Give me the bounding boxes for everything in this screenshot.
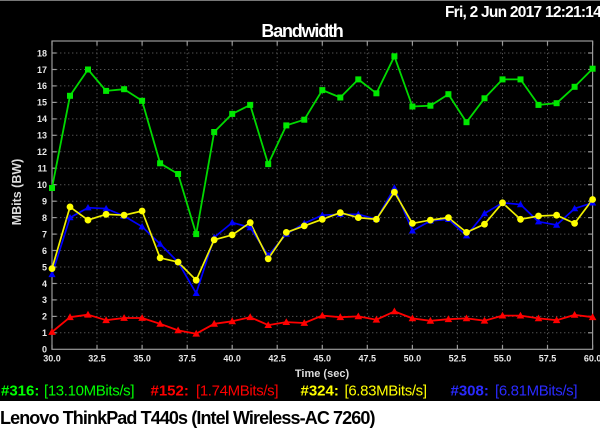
svg-text:60.0: 60.0 — [584, 354, 600, 364]
svg-text:Bandwidth: Bandwidth — [261, 21, 342, 41]
svg-text:32.5: 32.5 — [88, 354, 106, 364]
svg-text:Time (sec): Time (sec) — [295, 368, 350, 380]
svg-text:#316:: #316: — [1, 383, 39, 400]
svg-text:MBits (BW): MBits (BW) — [10, 159, 24, 226]
svg-text:[1.74MBits/s]: [1.74MBits/s] — [196, 383, 278, 400]
svg-text:17: 17 — [37, 65, 47, 75]
svg-text:13: 13 — [37, 131, 47, 141]
svg-text:#308:: #308: — [451, 383, 489, 400]
svg-text:37.5: 37.5 — [178, 354, 196, 364]
svg-text:Lenovo ThinkPad T440s (Intel W: Lenovo ThinkPad T440s (Intel Wireless-AC… — [0, 408, 375, 428]
svg-text:35.0: 35.0 — [133, 354, 151, 364]
svg-text:47.5: 47.5 — [359, 354, 377, 364]
svg-text:42.5: 42.5 — [268, 354, 286, 364]
svg-text:8: 8 — [42, 213, 47, 223]
svg-text:55.0: 55.0 — [494, 354, 512, 364]
svg-text:14: 14 — [37, 114, 47, 124]
svg-text:18: 18 — [37, 48, 47, 58]
svg-text:11: 11 — [37, 164, 47, 174]
svg-text:6: 6 — [42, 246, 47, 256]
svg-text:2: 2 — [42, 312, 47, 322]
svg-text:50.0: 50.0 — [404, 354, 422, 364]
svg-text:5: 5 — [42, 262, 47, 272]
svg-text:57.5: 57.5 — [539, 354, 557, 364]
svg-text:16: 16 — [37, 81, 47, 91]
svg-text:15: 15 — [37, 98, 47, 108]
svg-text:[6.81MBits/s]: [6.81MBits/s] — [495, 383, 577, 400]
svg-text:9: 9 — [42, 197, 47, 207]
svg-text:40.0: 40.0 — [223, 354, 241, 364]
svg-text:4: 4 — [42, 279, 47, 289]
svg-text:12: 12 — [37, 147, 47, 157]
svg-text:Fri, 2 Jun 2017 12:21:14: Fri, 2 Jun 2017 12:21:14 — [445, 4, 600, 21]
svg-text:30.0: 30.0 — [43, 354, 61, 364]
svg-text:45.0: 45.0 — [314, 354, 332, 364]
svg-text:0: 0 — [42, 345, 47, 355]
svg-text:7: 7 — [42, 229, 47, 239]
svg-text:[6.83MBits/s]: [6.83MBits/s] — [345, 383, 427, 400]
svg-text:3: 3 — [42, 295, 47, 305]
svg-text:52.5: 52.5 — [449, 354, 467, 364]
svg-text:#152:: #152: — [151, 383, 189, 400]
svg-text:[13.10MBits/s]: [13.10MBits/s] — [44, 383, 134, 400]
svg-text:1: 1 — [42, 328, 47, 338]
svg-text:10: 10 — [37, 180, 47, 190]
svg-text:#324:: #324: — [301, 383, 339, 400]
